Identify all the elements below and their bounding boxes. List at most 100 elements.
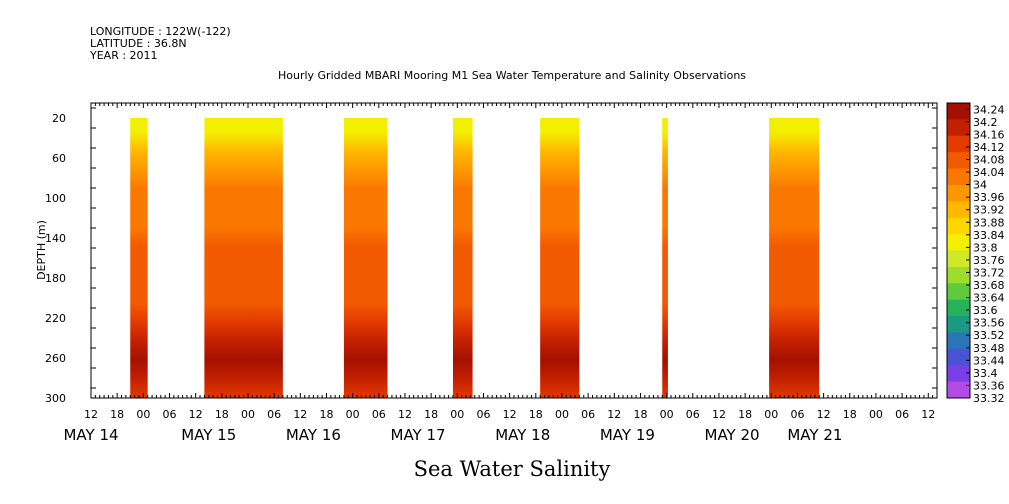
- data-segment-7: [769, 118, 820, 398]
- x-hour-tick-label: 12: [712, 408, 726, 421]
- colorbar-swatch: [947, 266, 970, 284]
- colorbar-label: 33.92: [973, 204, 1005, 217]
- colorbar-swatch: [947, 332, 970, 350]
- x-hour-tick-label: 00: [555, 408, 569, 421]
- colorbar-swatch: [947, 168, 970, 186]
- colorbar-label: 33.36: [973, 379, 1005, 392]
- x-hour-tick-label: 12: [293, 408, 307, 421]
- x-hour-tick-label: 06: [372, 408, 386, 421]
- x-hour-tick-label: 18: [215, 408, 229, 421]
- x-hour-tick-label: 00: [450, 408, 464, 421]
- chart-title: Hourly Gridded MBARI Mooring M1 Sea Wate…: [278, 69, 746, 82]
- x-hour-tick-label: 06: [162, 408, 176, 421]
- colorbar-swatch: [947, 250, 970, 268]
- colorbar-swatch: [947, 152, 970, 170]
- bottom-title: Sea Water Salinity: [414, 457, 611, 481]
- x-hour-tick-label: 18: [633, 408, 647, 421]
- data-segment-5: [540, 118, 580, 398]
- colorbar: 34.2434.234.1634.1234.0834.043433.9633.9…: [946, 102, 1005, 405]
- data-segment-1: [130, 118, 148, 398]
- colorbar-label: 33.64: [973, 292, 1005, 305]
- x-hour-tick-label: 18: [319, 408, 333, 421]
- x-hour-tick-label: 12: [503, 408, 517, 421]
- colorbar-label: 34: [973, 179, 987, 192]
- colorbar-swatch: [947, 201, 970, 219]
- colorbar-label: 34.04: [973, 166, 1005, 179]
- y-tick-label: 180: [45, 272, 66, 285]
- x-hour-tick-label: 00: [660, 408, 674, 421]
- colorbar-label: 33.72: [973, 266, 1005, 279]
- x-date-label: MAY 21: [787, 426, 842, 444]
- y-tick-label: 60: [52, 152, 66, 165]
- data-segment-4: [452, 118, 473, 398]
- x-date-label: MAY 19: [600, 426, 655, 444]
- colorbar-swatch: [947, 103, 970, 120]
- colorbar-label: 33.88: [973, 216, 1005, 229]
- x-hour-tick-label: 12: [921, 408, 935, 421]
- y-tick-label: 220: [45, 312, 66, 325]
- colorbar-label: 33.48: [973, 342, 1005, 355]
- x-date-label: MAY 20: [705, 426, 760, 444]
- year-label: YEAR : 2011: [89, 49, 158, 62]
- x-hour-tick-label: 18: [843, 408, 857, 421]
- x-hour-tick-label: 12: [817, 408, 831, 421]
- colorbar-label: 33.44: [973, 354, 1005, 367]
- colorbar-swatch: [947, 184, 970, 202]
- x-hour-tick-label: 06: [686, 408, 700, 421]
- data-segment-2: [204, 118, 283, 398]
- x-hour-tick-label: 00: [764, 408, 778, 421]
- x-date-label: MAY 18: [495, 426, 550, 444]
- colorbar-label: 34.24: [973, 103, 1005, 116]
- colorbar-label: 33.56: [973, 317, 1005, 330]
- x-hour-tick-label: 12: [189, 408, 203, 421]
- colorbar-label: 33.4: [973, 367, 998, 380]
- colorbar-label: 33.96: [973, 191, 1005, 204]
- colorbar-label: 33.76: [973, 254, 1005, 267]
- colorbar-swatch: [947, 299, 970, 317]
- axes: 12 18 00 06 12 18 00 06 12 18 00 06 12 18 00 06 12 18 00 06…: [45, 102, 938, 444]
- longitude-label: LONGITUDE : 122W(-122): [90, 25, 231, 38]
- x-hour-tick-label: 00: [136, 408, 150, 421]
- latitude-label: LATITUDE : 36.8N: [90, 37, 187, 50]
- y-tick-label: 260: [45, 352, 66, 365]
- x-date-label: MAY 17: [391, 426, 446, 444]
- x-date-label: MAY 15: [181, 426, 236, 444]
- x-hour-tick-label: 12: [84, 408, 98, 421]
- x-hour-tick-label: 06: [267, 408, 281, 421]
- x-hour-tick-label: 18: [529, 408, 543, 421]
- colorbar-swatch: [947, 316, 970, 333]
- colorbar-label: 34.2: [973, 116, 998, 129]
- x-hour-tick-label: 12: [607, 408, 621, 421]
- colorbar-label: 33.8: [973, 241, 998, 254]
- x-hour-tick-label: 12: [398, 408, 412, 421]
- x-hour-tick-label: 18: [738, 408, 752, 421]
- x-date-label: MAY 14: [63, 426, 118, 444]
- colorbar-swatch: [947, 119, 970, 137]
- colorbar-swatch: [947, 348, 970, 366]
- y-tick-label: 20: [52, 112, 66, 125]
- colorbar-swatch: [947, 381, 970, 399]
- colorbar-label: 33.32: [973, 392, 1005, 405]
- x-hour-tick-label: 06: [476, 408, 490, 421]
- colorbar-label: 34.12: [973, 141, 1005, 154]
- colorbar-label: 33.68: [973, 279, 1005, 292]
- colorbar-label: 34.08: [973, 153, 1005, 166]
- x-hour-tick-label: 06: [895, 408, 909, 421]
- plot-area: [130, 118, 820, 398]
- colorbar-swatch: [947, 365, 970, 383]
- data-segment-3: [343, 118, 388, 398]
- x-hour-tick-label: 06: [581, 408, 595, 421]
- x-hour-tick-label: 18: [424, 408, 438, 421]
- colorbar-swatch: [947, 135, 970, 153]
- colorbar-label: 33.52: [973, 329, 1005, 342]
- colorbar-label: 34.16: [973, 128, 1005, 141]
- data-segment-6: [662, 118, 668, 398]
- x-hour-tick-label: 00: [241, 408, 255, 421]
- y-tick-label: 140: [45, 232, 66, 245]
- colorbar-label: 33.6: [973, 304, 998, 317]
- colorbar-frame: [946, 102, 971, 399]
- y-tick-label: 300: [45, 392, 66, 405]
- x-hour-tick-label: 00: [869, 408, 883, 421]
- colorbar-swatch: [947, 283, 970, 301]
